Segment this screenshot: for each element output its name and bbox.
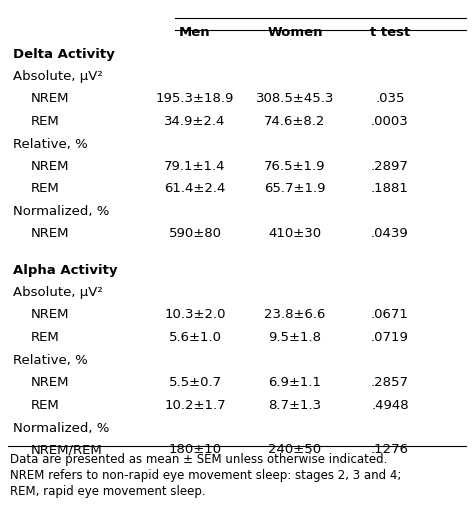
Text: 74.6±8.2: 74.6±8.2: [264, 115, 326, 128]
Text: REM: REM: [31, 115, 60, 128]
Text: 180±10: 180±10: [168, 443, 221, 456]
Text: 410±30: 410±30: [268, 227, 321, 240]
Text: 590±80: 590±80: [168, 227, 221, 240]
Text: .0719: .0719: [371, 331, 409, 344]
Text: .1276: .1276: [371, 443, 409, 456]
Text: 9.5±1.8: 9.5±1.8: [268, 331, 321, 344]
Text: 65.7±1.9: 65.7±1.9: [264, 182, 326, 195]
Text: 8.7±1.3: 8.7±1.3: [268, 399, 321, 412]
Text: REM: REM: [31, 182, 60, 195]
Text: .035: .035: [375, 92, 405, 105]
Text: Normalized, %: Normalized, %: [13, 206, 109, 219]
Text: Absolute, μV²: Absolute, μV²: [13, 286, 103, 299]
Text: Normalized, %: Normalized, %: [13, 422, 109, 435]
Text: .0003: .0003: [371, 115, 409, 128]
Text: 10.3±2.0: 10.3±2.0: [164, 308, 226, 321]
Text: 195.3±18.9: 195.3±18.9: [156, 92, 234, 105]
Text: 76.5±1.9: 76.5±1.9: [264, 160, 326, 172]
Text: .2857: .2857: [371, 376, 409, 388]
Text: .0671: .0671: [371, 308, 409, 321]
Text: NREM/REM: NREM/REM: [31, 443, 103, 456]
Text: Women: Women: [267, 26, 323, 39]
Text: Relative, %: Relative, %: [13, 354, 88, 367]
Text: 6.9±1.1: 6.9±1.1: [268, 376, 321, 388]
Text: Men: Men: [179, 26, 211, 39]
Text: .1881: .1881: [371, 182, 409, 195]
Text: 240±50: 240±50: [268, 443, 321, 456]
Text: 23.8±6.6: 23.8±6.6: [264, 308, 326, 321]
Text: .4948: .4948: [371, 399, 409, 412]
Text: REM: REM: [31, 331, 60, 344]
Text: NREM: NREM: [31, 308, 70, 321]
Text: Absolute, μV²: Absolute, μV²: [13, 70, 103, 83]
Text: NREM: NREM: [31, 160, 70, 172]
Text: .0439: .0439: [371, 227, 409, 240]
Text: Alpha Activity: Alpha Activity: [13, 264, 118, 277]
Text: 34.9±2.4: 34.9±2.4: [164, 115, 226, 128]
Text: 10.2±1.7: 10.2±1.7: [164, 399, 226, 412]
Text: Relative, %: Relative, %: [13, 138, 88, 151]
Text: .2897: .2897: [371, 160, 409, 172]
Text: 79.1±1.4: 79.1±1.4: [164, 160, 226, 172]
Text: Delta Activity: Delta Activity: [13, 48, 115, 61]
Text: 61.4±2.4: 61.4±2.4: [164, 182, 226, 195]
Text: REM: REM: [31, 399, 60, 412]
Text: 5.5±0.7: 5.5±0.7: [168, 376, 221, 388]
Text: 5.6±1.0: 5.6±1.0: [168, 331, 221, 344]
Text: REM, rapid eye movement sleep.: REM, rapid eye movement sleep.: [10, 485, 206, 498]
Text: 308.5±45.3: 308.5±45.3: [256, 92, 334, 105]
Text: NREM: NREM: [31, 227, 70, 240]
Text: NREM refers to non-rapid eye movement sleep: stages 2, 3 and 4;: NREM refers to non-rapid eye movement sl…: [10, 469, 401, 482]
Text: Data are presented as mean ± SEM unless otherwise indicated.: Data are presented as mean ± SEM unless …: [10, 453, 387, 466]
Text: NREM: NREM: [31, 92, 70, 105]
Text: t test: t test: [370, 26, 410, 39]
Text: NREM: NREM: [31, 376, 70, 388]
